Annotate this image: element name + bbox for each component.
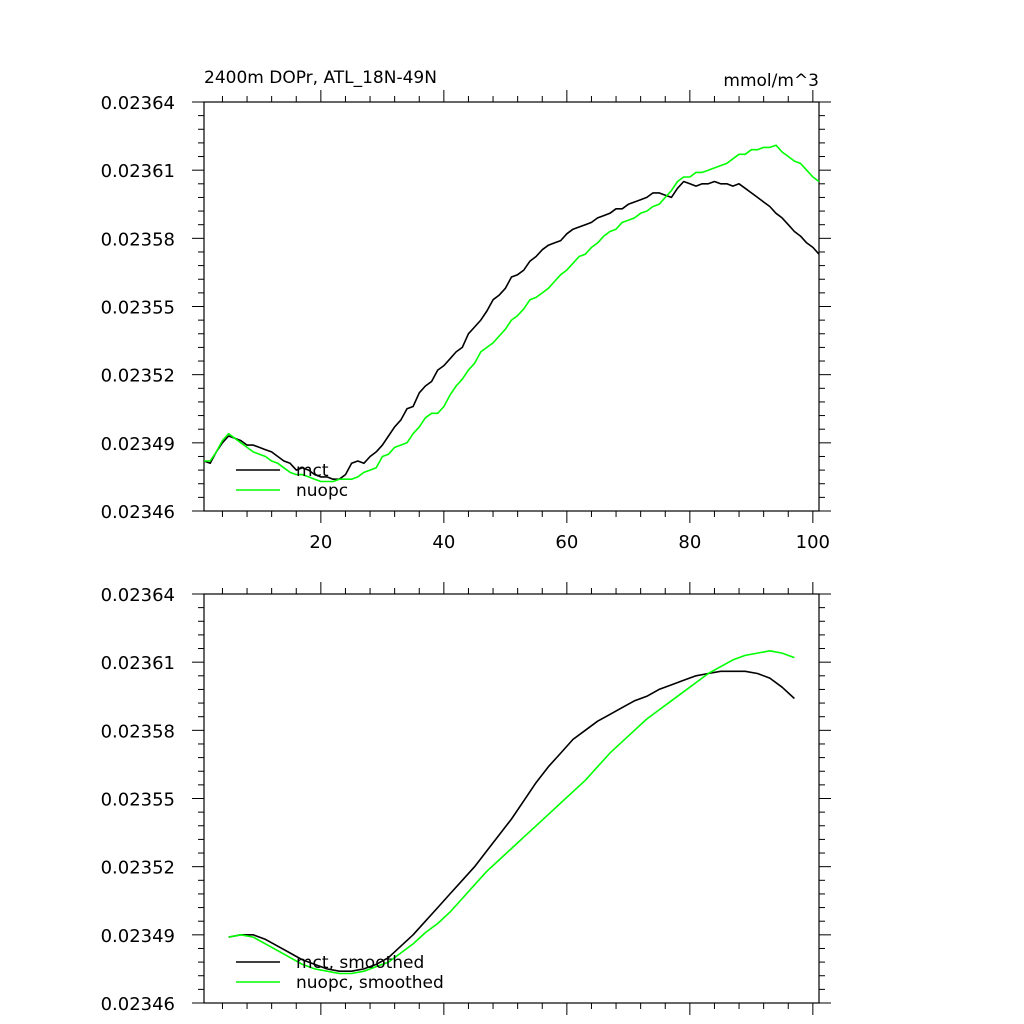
y-tick-label: 0.02346 — [101, 994, 175, 1015]
series-line-nuopc-smoothed — [228, 649, 795, 975]
bottom-panel: 0.02346 0.02349 0.02352 0.02355 0.02358 0.023… — [101, 582, 831, 1015]
y-tick-label: 0.02349 — [101, 434, 175, 455]
y-tick-label: 0.02349 — [101, 926, 175, 947]
series-line-mct — [203, 180, 820, 481]
x-tick-label: 100 — [796, 532, 830, 553]
y-tick-label: 0.02352 — [101, 858, 175, 879]
y-tick-label: 0.02364 — [101, 585, 175, 606]
legend-label: nuopc, smoothed — [296, 973, 444, 993]
legend-label: mct, smoothed — [296, 953, 424, 973]
y-tick-label: 0.02361 — [101, 161, 175, 182]
x-tick-label: 80 — [678, 532, 701, 553]
y-tick-label: 0.02358 — [101, 229, 175, 250]
y-tick-label: 0.02355 — [101, 298, 175, 319]
legend-label: mct — [296, 461, 329, 481]
y-tick-label: 0.02364 — [101, 93, 175, 114]
x-tick-label: 60 — [555, 532, 578, 553]
series-line-nuopc — [204, 144, 820, 483]
x-tick-label: 40 — [432, 532, 455, 553]
y-tick-label: 0.02346 — [101, 502, 175, 523]
y-tick-label: 0.02361 — [101, 653, 175, 674]
y-tick-label: 0.02355 — [101, 790, 175, 811]
y-tick-label: 0.02352 — [101, 366, 175, 387]
legend-label: nuopc — [296, 481, 348, 501]
chart-title: 2400m DOPr, ATL_18N-49N — [204, 68, 437, 88]
x-tick-label: 20 — [309, 532, 332, 553]
top-panel: 20 40 60 80 100 0.02346 0.02349 0.02352 0.02355 0… — [101, 68, 831, 553]
series-line-mct-smoothed — [228, 670, 795, 973]
y-tick-label: 0.02358 — [101, 721, 175, 742]
units-label: mmol/m^3 — [723, 71, 819, 91]
